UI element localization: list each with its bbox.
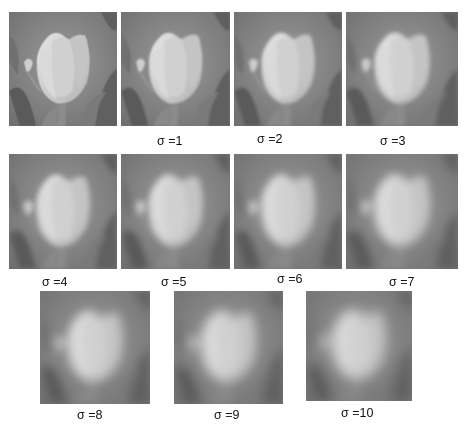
tulip-image-sigma-4 (9, 154, 117, 269)
caption-sigma-5: σ =5 (161, 275, 187, 289)
caption-sigma-9: σ =9 (214, 408, 240, 422)
caption-sigma-10: σ =10 (341, 406, 374, 420)
tulip-image-sigma-8 (40, 291, 150, 404)
caption-sigma-2: σ =2 (257, 132, 283, 146)
caption-sigma-3: σ =3 (380, 134, 406, 148)
tulip-image-sigma-3 (346, 12, 458, 126)
tulip-image-sigma-10 (306, 291, 412, 401)
tulip-image-original (9, 12, 117, 126)
tulip-image-sigma-7 (346, 154, 458, 269)
tulip-image-sigma-9 (174, 291, 283, 404)
caption-sigma-1: σ =1 (157, 134, 183, 148)
caption-sigma-7: σ =7 (389, 275, 415, 289)
caption-sigma-4: σ =4 (42, 275, 68, 289)
tulip-image-sigma-5 (121, 154, 230, 269)
tulip-image-sigma-6 (234, 154, 342, 269)
tulip-image-sigma-1 (121, 12, 230, 126)
caption-sigma-6: σ =6 (277, 272, 303, 286)
caption-sigma-8: σ =8 (77, 408, 103, 422)
tulip-image-sigma-2 (234, 12, 342, 126)
